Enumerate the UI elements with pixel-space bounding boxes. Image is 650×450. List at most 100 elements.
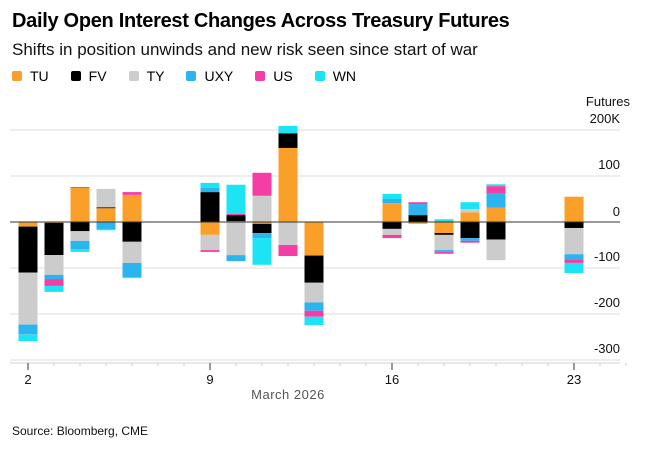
- bar-segment-uxy: [408, 204, 428, 216]
- bar-segment-ty: [96, 188, 116, 208]
- legend-swatch: [255, 71, 266, 81]
- bar-segment-ty: [434, 234, 454, 251]
- bar-segment-uxy: [122, 262, 142, 278]
- y-tick-label: -300: [594, 341, 620, 356]
- bar-segment-wn: [460, 202, 480, 210]
- legend-label: WN: [332, 68, 357, 84]
- bar-segment-uxy: [304, 302, 324, 311]
- bar-segment-tu: [70, 187, 90, 222]
- y-axis-unit-label: Futures: [586, 94, 631, 109]
- x-tick-label: 9: [206, 372, 213, 387]
- source-note: Source: Bloomberg, CME: [12, 424, 149, 438]
- bar-segment-us: [18, 333, 38, 335]
- bar-segment-us: [486, 186, 506, 194]
- legend-item-wn: WN: [314, 68, 357, 84]
- bar-segment-uxy: [226, 255, 246, 262]
- bar-segment-us: [564, 259, 584, 263]
- bar-segment-fv: [44, 222, 64, 256]
- legend-swatch: [12, 71, 22, 81]
- bar-segment-tu: [486, 207, 506, 222]
- bar-segment-ty: [564, 227, 584, 255]
- bar-segment-ty: [486, 239, 506, 261]
- bar-segment-tu: [564, 196, 584, 222]
- bar-segment-us: [460, 240, 480, 243]
- bar-segment-fv: [70, 222, 90, 232]
- legend-label: TU: [30, 68, 49, 84]
- bar-segment-wn: [252, 238, 272, 265]
- bar-segment-tu: [460, 212, 480, 222]
- bar-segment-uxy: [564, 254, 584, 260]
- bar-segment-uxy: [18, 324, 38, 334]
- bar-segment-fv: [382, 222, 402, 229]
- y-tick-label: 0: [613, 204, 620, 219]
- chart-legend: TU FV TY UXY US WN: [12, 68, 378, 84]
- bar-segment-ty: [200, 234, 220, 251]
- bar-segment-wn: [122, 277, 142, 279]
- bar-segment-us: [434, 251, 454, 254]
- legend-label: UXY: [204, 68, 234, 84]
- bar-segment-wn: [434, 219, 454, 222]
- bar-segment-uxy: [382, 199, 402, 204]
- x-axis-title: March 2026: [251, 387, 325, 402]
- legend-swatch: [186, 71, 197, 81]
- bar-segment-tu: [252, 222, 272, 224]
- bar-segment-fv: [200, 192, 220, 222]
- legend-swatch: [70, 71, 81, 81]
- bar-segment-wn: [382, 193, 402, 199]
- bar-segment-ty: [278, 222, 298, 245]
- bar-segment-fv: [486, 222, 506, 240]
- bar-segment-tu: [96, 208, 116, 222]
- chart-title: Daily Open Interest Changes Across Treas…: [12, 10, 510, 32]
- bar-segment-fv: [304, 255, 324, 283]
- bar-segment-ty: [122, 241, 142, 263]
- bar-segment-tu: [200, 222, 220, 235]
- bar-segment-ty: [382, 228, 402, 235]
- bar-segment-us: [304, 310, 324, 317]
- bar-segment-wn: [278, 125, 298, 134]
- bar-segment-ty: [44, 255, 64, 275]
- bar-segment-us: [226, 213, 246, 216]
- bar-segment-tu: [278, 147, 298, 222]
- bar-segment-wn: [226, 184, 246, 214]
- bar-segment-wn: [486, 184, 506, 187]
- legend-label: US: [273, 68, 293, 84]
- bar-segment-uxy: [434, 250, 454, 252]
- bar-segment-ty: [226, 222, 246, 256]
- stacked-bar-chart: 200K 100 0 -100 -200 -300 Futures 2 9 16 23 March 2…: [10, 94, 631, 402]
- x-tick-label: 16: [385, 372, 399, 387]
- y-tick-label: 100: [598, 157, 620, 172]
- bar-segment-ty: [18, 272, 38, 325]
- bar-segment-us: [200, 250, 220, 252]
- bar-segment-uxy: [96, 222, 116, 230]
- bar-segment-fv: [460, 222, 480, 239]
- legend-item-tu: TU: [12, 68, 49, 84]
- bar-segment-tu: [122, 194, 142, 222]
- bar-segment-wn: [304, 316, 324, 326]
- bar-segment-wn: [200, 182, 220, 188]
- bar-segment-fv: [564, 222, 584, 228]
- legend-item-uxy: UXY: [186, 68, 233, 84]
- bar-segment-fv: [278, 133, 298, 148]
- y-tick-label: 200K: [590, 111, 621, 126]
- bar-segment-wn: [564, 262, 584, 274]
- bar-segment-tu: [304, 222, 324, 256]
- legend-swatch: [128, 71, 139, 81]
- bar-segment-uxy: [200, 187, 220, 193]
- bar-segment-us: [382, 234, 402, 239]
- bar-segment-ty: [460, 209, 480, 213]
- bar-segment-wn: [44, 285, 64, 292]
- legend-item-us: US: [255, 68, 293, 84]
- bar-segment-fv: [18, 226, 38, 273]
- bar-segment-uxy: [460, 238, 480, 241]
- bar-segment-tu: [434, 222, 454, 234]
- legend-item-fv: FV: [70, 68, 107, 84]
- legend-label: TY: [146, 68, 165, 84]
- bar-segment-us: [252, 172, 272, 196]
- x-tick-label: 2: [24, 372, 31, 387]
- bar-segment-us: [278, 245, 298, 257]
- bar-segment-wn: [70, 249, 90, 252]
- bar-segment-ty: [252, 195, 272, 222]
- bar-segment-tu: [18, 222, 38, 227]
- bar-segment-fv: [252, 223, 272, 234]
- bar-segment-fv: [408, 215, 428, 222]
